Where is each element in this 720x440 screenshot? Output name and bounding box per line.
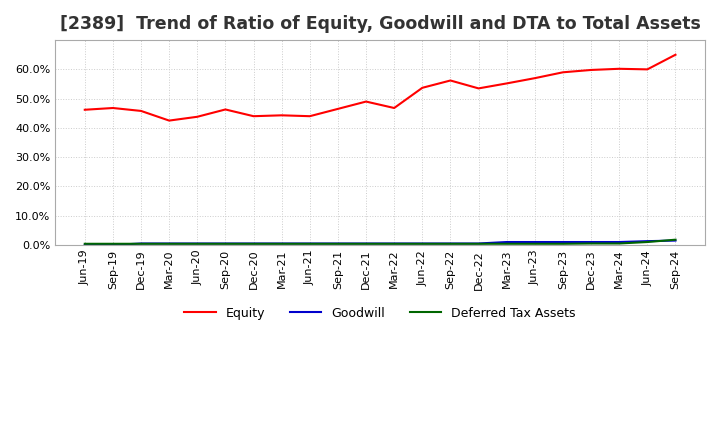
Deferred Tax Assets [474,241,483,246]
Equity [503,81,511,86]
Deferred Tax Assets [503,241,511,246]
Goodwill [165,241,174,246]
Goodwill [137,241,145,246]
Equity [221,107,230,112]
Goodwill [474,241,483,246]
Goodwill [446,241,455,246]
Deferred Tax Assets [587,241,595,246]
Goodwill [333,241,342,246]
Equity [277,113,286,118]
Deferred Tax Assets [418,241,427,246]
Equity [165,118,174,123]
Goodwill [615,239,624,245]
Line: Goodwill: Goodwill [85,241,675,245]
Equity [671,52,680,57]
Equity [474,86,483,91]
Goodwill [305,241,314,246]
Equity [615,66,624,71]
Equity [333,106,342,111]
Goodwill [503,239,511,245]
Deferred Tax Assets [81,241,89,246]
Equity [193,114,202,119]
Deferred Tax Assets [221,241,230,246]
Goodwill [390,241,398,246]
Deferred Tax Assets [643,239,652,245]
Deferred Tax Assets [193,241,202,246]
Deferred Tax Assets [137,241,145,246]
Goodwill [587,239,595,245]
Equity [587,67,595,73]
Deferred Tax Assets [559,241,567,246]
Goodwill [109,242,117,248]
Goodwill [249,241,258,246]
Deferred Tax Assets [249,241,258,246]
Deferred Tax Assets [165,241,174,246]
Equity [418,85,427,91]
Deferred Tax Assets [531,241,539,246]
Deferred Tax Assets [277,241,286,246]
Goodwill [361,241,370,246]
Goodwill [193,241,202,246]
Goodwill [418,241,427,246]
Equity [643,67,652,72]
Equity [249,114,258,119]
Goodwill [221,241,230,246]
Deferred Tax Assets [361,241,370,246]
Deferred Tax Assets [615,241,624,246]
Equity [559,70,567,75]
Line: Deferred Tax Assets: Deferred Tax Assets [85,240,675,244]
Title: [2389]  Trend of Ratio of Equity, Goodwill and DTA to Total Assets: [2389] Trend of Ratio of Equity, Goodwil… [60,15,701,33]
Deferred Tax Assets [671,237,680,242]
Line: Equity: Equity [85,55,675,121]
Goodwill [277,241,286,246]
Equity [446,78,455,83]
Deferred Tax Assets [109,241,117,246]
Goodwill [671,238,680,243]
Equity [81,107,89,112]
Deferred Tax Assets [305,241,314,246]
Equity [390,105,398,110]
Goodwill [559,239,567,245]
Equity [531,76,539,81]
Goodwill [643,238,652,244]
Equity [109,105,117,110]
Legend: Equity, Goodwill, Deferred Tax Assets: Equity, Goodwill, Deferred Tax Assets [179,302,581,325]
Deferred Tax Assets [390,241,398,246]
Equity [361,99,370,104]
Goodwill [531,239,539,245]
Equity [305,114,314,119]
Deferred Tax Assets [446,241,455,246]
Goodwill [81,242,89,248]
Deferred Tax Assets [333,241,342,246]
Equity [137,108,145,114]
